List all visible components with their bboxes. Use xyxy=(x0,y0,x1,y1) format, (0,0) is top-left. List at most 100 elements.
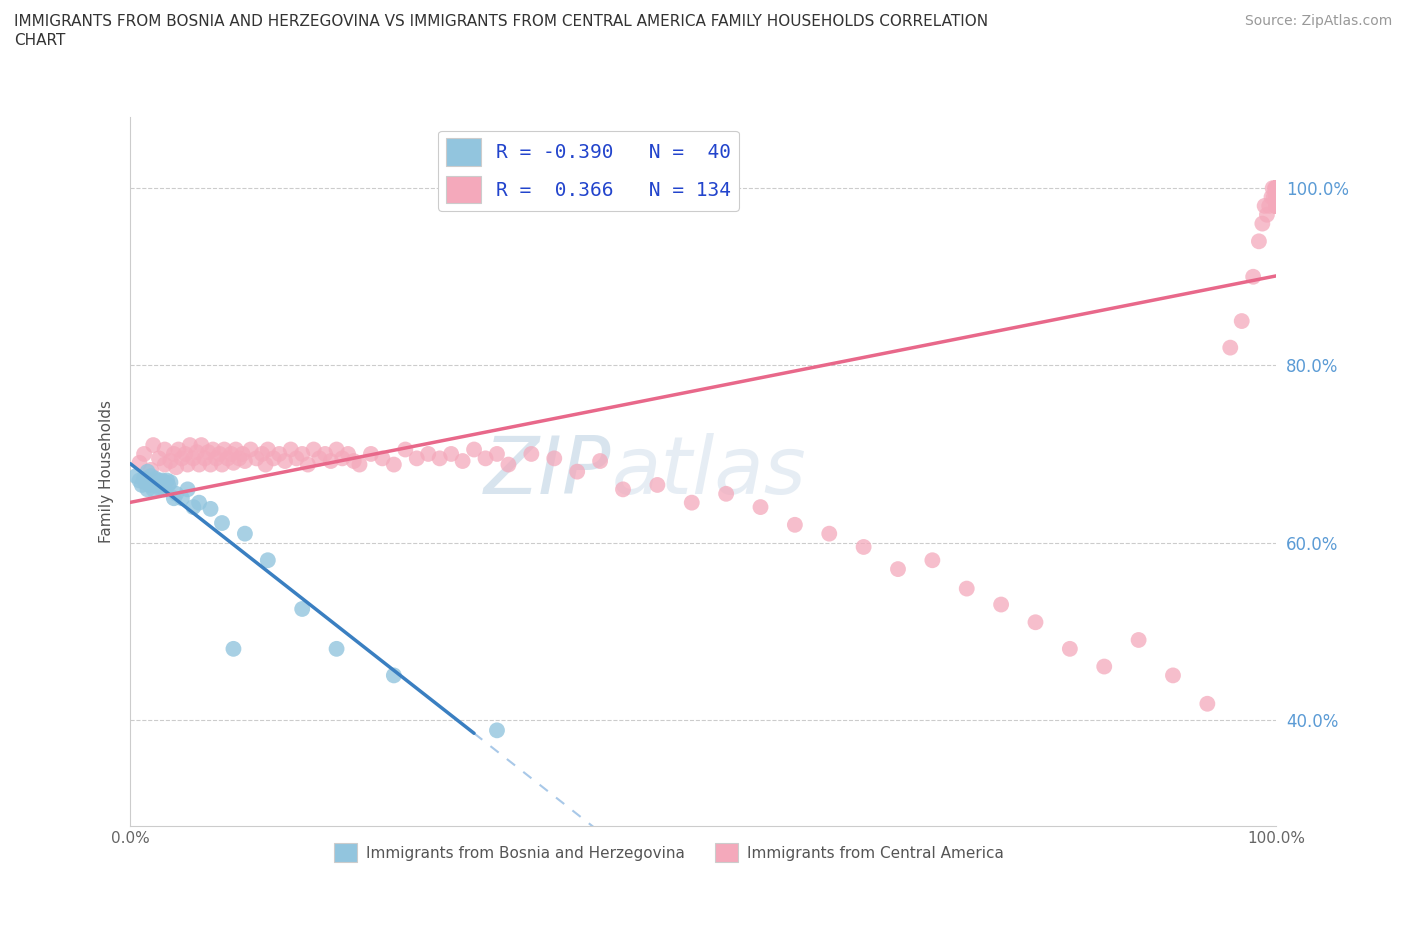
Point xyxy=(142,482,165,497)
Point xyxy=(153,442,176,457)
Point xyxy=(589,454,612,469)
Point xyxy=(681,495,703,510)
Point xyxy=(228,451,250,466)
Point xyxy=(225,442,247,457)
Point xyxy=(520,446,543,461)
Legend: Immigrants from Bosnia and Herzegovina, Immigrants from Central America: Immigrants from Bosnia and Herzegovina, … xyxy=(328,837,1010,868)
Point xyxy=(222,642,245,657)
Point xyxy=(1265,198,1288,213)
Text: Source: ZipAtlas.com: Source: ZipAtlas.com xyxy=(1244,14,1392,28)
Point xyxy=(360,446,382,461)
Point xyxy=(1265,180,1288,195)
Point xyxy=(222,456,245,471)
Point xyxy=(208,446,231,461)
Point xyxy=(1265,180,1288,195)
Point xyxy=(297,458,319,472)
Point xyxy=(254,458,277,472)
Point xyxy=(1219,340,1241,355)
Point xyxy=(197,445,219,459)
Point xyxy=(498,458,520,472)
Point xyxy=(163,491,186,506)
Point xyxy=(145,475,167,490)
Point xyxy=(211,515,233,530)
Text: CHART: CHART xyxy=(14,33,66,47)
Point xyxy=(153,475,176,490)
Point xyxy=(1265,180,1288,195)
Point xyxy=(176,458,198,472)
Point xyxy=(1241,270,1264,285)
Point xyxy=(1265,190,1288,205)
Point xyxy=(245,451,267,466)
Point xyxy=(308,451,330,466)
Point xyxy=(1264,180,1286,195)
Point xyxy=(1265,180,1288,195)
Point xyxy=(280,442,302,457)
Point xyxy=(291,446,314,461)
Point xyxy=(263,451,285,466)
Point xyxy=(190,438,212,453)
Point xyxy=(1253,198,1275,213)
Point xyxy=(205,451,228,466)
Point xyxy=(239,442,262,457)
Point xyxy=(148,473,170,488)
Point xyxy=(647,477,669,492)
Point xyxy=(314,446,336,461)
Point xyxy=(382,668,405,683)
Point xyxy=(852,539,875,554)
Point xyxy=(200,501,222,516)
Point xyxy=(382,458,405,472)
Point xyxy=(1265,180,1288,195)
Point xyxy=(134,475,156,490)
Point xyxy=(818,526,841,541)
Point xyxy=(405,451,427,466)
Point xyxy=(1128,632,1150,647)
Point xyxy=(921,552,943,567)
Point xyxy=(165,459,187,474)
Point xyxy=(142,438,165,453)
Point xyxy=(1265,198,1288,213)
Point xyxy=(1265,180,1288,195)
Point xyxy=(200,458,222,472)
Point xyxy=(612,482,634,497)
Point xyxy=(956,581,979,596)
Y-axis label: Family Households: Family Households xyxy=(100,400,114,543)
Point xyxy=(1265,198,1288,213)
Point xyxy=(1265,198,1288,213)
Point xyxy=(291,602,314,617)
Point xyxy=(269,446,291,461)
Point xyxy=(1265,190,1288,205)
Point xyxy=(150,477,173,492)
Point xyxy=(163,446,186,461)
Point xyxy=(1256,207,1278,222)
Point xyxy=(188,495,211,510)
Point xyxy=(201,442,224,457)
Point xyxy=(233,526,256,541)
Point xyxy=(394,442,416,457)
Point xyxy=(1265,190,1288,205)
Point xyxy=(302,442,325,457)
Point xyxy=(256,552,278,567)
Point xyxy=(1265,180,1288,195)
Point xyxy=(1263,190,1285,205)
Point xyxy=(1251,216,1274,231)
Point xyxy=(145,477,167,492)
Point xyxy=(170,491,193,506)
Point xyxy=(165,486,187,501)
Point xyxy=(783,517,806,532)
Point xyxy=(256,442,278,457)
Point xyxy=(1230,313,1253,328)
Point xyxy=(159,475,181,490)
Text: ZIP: ZIP xyxy=(484,432,612,511)
Point xyxy=(128,456,150,471)
Point xyxy=(170,451,193,466)
Point xyxy=(330,451,353,466)
Point xyxy=(418,446,440,461)
Point xyxy=(543,451,565,466)
Point xyxy=(319,454,342,469)
Point xyxy=(1265,180,1288,195)
Point xyxy=(1265,190,1288,205)
Point xyxy=(183,451,205,466)
Point xyxy=(232,446,254,461)
Point xyxy=(325,642,347,657)
Point xyxy=(349,458,371,472)
